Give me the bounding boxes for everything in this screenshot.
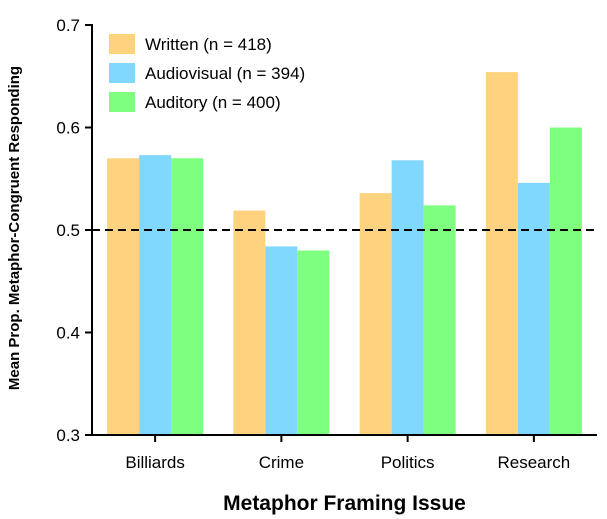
bar-crime-series-0 xyxy=(233,210,266,435)
y-tick-label: 0.5 xyxy=(56,221,80,240)
bar-crime-series-1 xyxy=(265,246,298,435)
axes-group: 0.3 0.4 0.5 0.6 0.7 xyxy=(56,16,597,445)
legend-label: Written (n = 418) xyxy=(145,35,272,54)
y-axis-title: Mean Prop. Metaphor-Congruent Responding xyxy=(6,66,23,390)
x-tick-label: Crime xyxy=(259,453,304,472)
legend-swatch xyxy=(109,34,135,54)
bar-research-series-0 xyxy=(485,72,518,436)
bar-politics-series-2 xyxy=(423,205,456,435)
legend-label: Auditory (n = 400) xyxy=(145,93,281,112)
bar-research-series-1 xyxy=(517,182,550,435)
legend: Written (n = 418) Audiovisual (n = 394) Au… xyxy=(109,34,305,112)
bar-billiards-series-0 xyxy=(107,158,140,435)
bars-group: Billiards Crime Politics Research xyxy=(107,72,582,472)
y-tick-label: 0.6 xyxy=(56,119,80,138)
legend-label: Audiovisual (n = 394) xyxy=(145,64,305,83)
y-tick-label: 0.7 xyxy=(56,16,80,35)
bar-billiards-series-1 xyxy=(139,155,172,436)
bar-crime-series-2 xyxy=(297,250,330,435)
bar-research-series-2 xyxy=(549,127,582,435)
bar-politics-series-1 xyxy=(391,160,424,436)
legend-swatch xyxy=(109,63,135,83)
y-tick-label: 0.4 xyxy=(56,324,80,343)
x-axis-title: Metaphor Framing Issue xyxy=(223,492,466,515)
y-tick-label: 0.3 xyxy=(56,426,80,445)
legend-swatch xyxy=(109,92,135,112)
x-tick-label: Research xyxy=(497,453,570,472)
bar-politics-series-0 xyxy=(359,193,392,435)
x-tick-label: Politics xyxy=(381,453,435,472)
x-tick-label: Billiards xyxy=(125,453,185,472)
bar-billiards-series-2 xyxy=(171,158,204,435)
